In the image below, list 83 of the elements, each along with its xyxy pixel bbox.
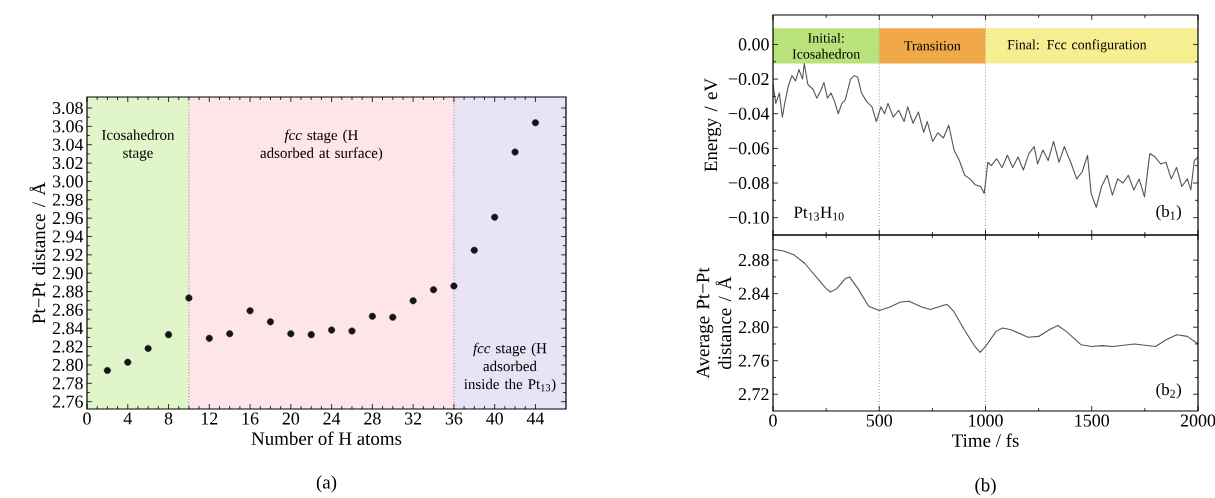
- point: [205, 334, 213, 342]
- x-tick-label: 500: [866, 414, 893, 427]
- y-tick-label: 2.86: [52, 303, 83, 316]
- y-tick-label: 2.72: [738, 388, 769, 401]
- point: [368, 312, 376, 320]
- x-tick-label: 0: [769, 414, 777, 427]
- y-tick-label: 2.84: [738, 287, 770, 300]
- y-axis-title: Pt−Pt distance / Å: [29, 182, 46, 324]
- y-tick-label: −0.06: [728, 142, 769, 155]
- point: [124, 358, 132, 366]
- y-tick-label: 2.92: [52, 248, 83, 261]
- y-tick-label: 3.06: [52, 120, 83, 133]
- x-tick-label: 24: [323, 412, 341, 425]
- point: [511, 148, 519, 156]
- x-tick-label: 20: [282, 412, 300, 425]
- band-label: fcc stage (H adsorbed at surface): [260, 129, 383, 162]
- point: [470, 246, 478, 254]
- x-tick-label: 44: [526, 412, 545, 425]
- x-tick-label: 32: [405, 412, 422, 425]
- x-tick-label: 16: [242, 412, 259, 425]
- x-tick-label: 2000: [1180, 414, 1215, 427]
- point: [246, 307, 254, 315]
- band-label: Icosahedron stage: [101, 129, 175, 161]
- annotation: (b$_{2}$): [1156, 383, 1181, 399]
- point: [287, 330, 295, 338]
- point: [266, 318, 274, 326]
- annotation: Pt$_{13}$H$_{10}$: [794, 206, 844, 221]
- y-tick-label: 2.76: [52, 395, 83, 408]
- annotation: (b$_{1}$): [1156, 205, 1181, 221]
- y-tick-label: 2.88: [52, 285, 83, 298]
- y-tick-label: 2.96: [52, 212, 83, 225]
- y-tick-label: 2.84: [52, 322, 84, 335]
- band-label: Initial: Icosahedron: [792, 32, 861, 59]
- y-tick-label: 2.90: [52, 267, 83, 280]
- x-tick-label: 1500: [1075, 414, 1110, 427]
- point: [430, 286, 438, 294]
- y-axis-title: Average Pt−Pt distance / Å: [696, 267, 732, 379]
- x-tick-label: 40: [486, 412, 503, 425]
- point: [103, 366, 111, 374]
- point: [491, 213, 499, 221]
- y-tick-label: −0.04: [728, 107, 770, 120]
- y-tick-label: 2.98: [52, 193, 83, 206]
- y-tick-label: −0.02: [728, 73, 769, 86]
- x-axis-title: Number of H atoms: [251, 431, 402, 445]
- point: [165, 331, 173, 339]
- point: [226, 330, 234, 338]
- text: (b): [975, 478, 996, 496]
- y-tick-label: 3.08: [52, 101, 83, 115]
- point: [144, 344, 152, 352]
- point: [409, 297, 417, 305]
- point: [348, 327, 356, 335]
- band-label: Transition: [904, 41, 961, 51]
- x-tick-label: 28: [364, 412, 381, 425]
- point: [531, 119, 539, 127]
- x-tick-label: 8: [164, 412, 173, 425]
- y-tick-label: 2.76: [738, 354, 769, 367]
- point: [450, 282, 458, 290]
- x-tick-label: 36: [445, 412, 463, 425]
- band-label: Final: Fcc configuration: [1007, 39, 1147, 53]
- y-tick-label: −0.08: [728, 176, 769, 190]
- y-axis-title: Energy / eV: [704, 78, 722, 172]
- x-tick-label: 12: [201, 412, 218, 425]
- y-tick-label: 3.04: [52, 138, 84, 151]
- y-tick-label: 2.82: [52, 340, 83, 353]
- y-tick-label: 2.80: [738, 321, 769, 334]
- y-tick-label: 0.00: [738, 38, 769, 51]
- x-tick-label: 0: [83, 412, 91, 425]
- point: [328, 326, 336, 334]
- band-label: fcc stage (H adsorbed inside the Pt$_{13}$): [464, 342, 556, 393]
- y-tick-label: 2.80: [52, 358, 83, 372]
- point: [307, 331, 315, 339]
- y-tick-label: −0.10: [728, 211, 769, 224]
- y-tick-label: 2.94: [52, 230, 84, 243]
- y-tick-label: 2.88: [738, 254, 769, 267]
- point: [389, 313, 397, 321]
- text: (a): [316, 475, 337, 493]
- y-tick-label: 3.02: [52, 156, 83, 170]
- point: [185, 294, 193, 302]
- x-axis-title: Time / fs: [952, 433, 1019, 447]
- y-tick-label: 2.78: [52, 377, 83, 390]
- x-tick-label: 4: [123, 412, 132, 425]
- x-tick-label: 1000: [969, 414, 1003, 427]
- y-tick-label: 3.00: [52, 175, 83, 188]
